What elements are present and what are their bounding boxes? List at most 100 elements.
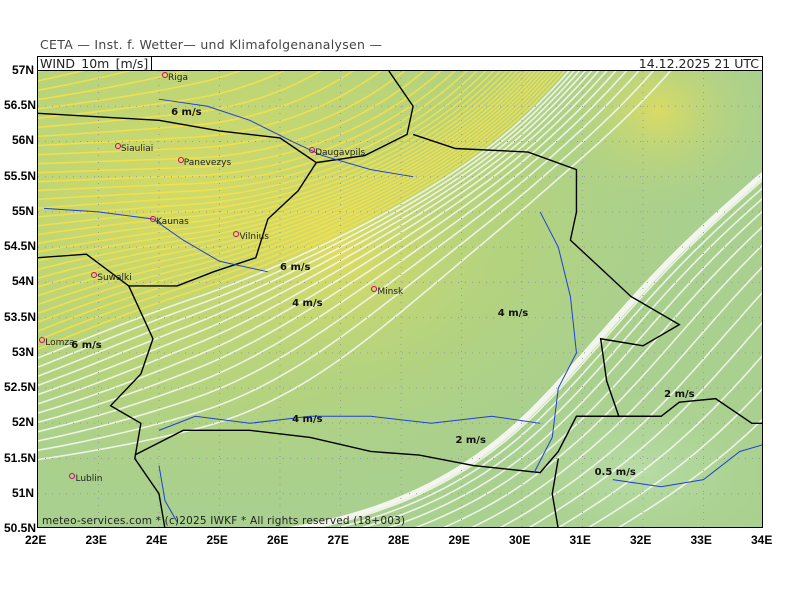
river	[158, 98, 414, 178]
wind-speed-label: 4 m/s	[292, 297, 323, 309]
streamline	[38, 71, 85, 82]
streamline	[38, 71, 533, 280]
streamline	[38, 71, 355, 138]
streamline	[414, 226, 762, 527]
streamline	[558, 355, 762, 527]
wind-speed-label: 2 m/s	[455, 434, 486, 446]
streamline	[38, 71, 545, 306]
streamline	[38, 71, 456, 183]
streamline	[38, 71, 514, 245]
city-marker	[309, 146, 316, 153]
calm-wind-zone	[458, 361, 762, 527]
country-border	[38, 162, 317, 287]
lon-tick-label: 29E	[448, 533, 470, 547]
lon-tick-label: 23E	[85, 533, 107, 547]
lon-tick-label: 26E	[267, 533, 289, 547]
map-canvas	[38, 71, 762, 527]
lat-tick-label: 52N	[11, 415, 34, 430]
lon-tick-label: 31E	[569, 533, 591, 547]
streamline	[38, 71, 442, 174]
streamline	[38, 71, 672, 461]
streamline	[38, 71, 561, 341]
city-label: Kaunas	[155, 216, 189, 227]
streamline	[38, 71, 566, 350]
streamline	[38, 71, 581, 378]
wind-speed-label: 0.5 m/s	[594, 466, 636, 478]
lat-tick-label: 50.5N	[4, 521, 37, 535]
streamline	[38, 71, 557, 332]
lat-tick-label: 51N	[11, 485, 34, 500]
country-border	[38, 71, 414, 164]
lon-tick-label: 25E	[206, 533, 228, 547]
streamline	[38, 71, 188, 101]
streamline	[38, 71, 600, 405]
river	[158, 415, 541, 431]
city-label: Lomza	[45, 338, 75, 349]
streamline	[38, 71, 406, 156]
city-label: Daugavpils	[315, 147, 366, 158]
city-label: Lublin	[75, 474, 103, 485]
streamline	[38, 71, 323, 129]
streamline	[38, 71, 571, 359]
city-marker	[149, 215, 156, 222]
city-label: Riga	[168, 72, 189, 83]
lon-tick-label: 30E	[509, 533, 531, 547]
streamline	[38, 71, 495, 218]
lon-tick-label: 22E	[25, 533, 47, 547]
streamline	[528, 321, 762, 527]
city-marker	[371, 286, 378, 293]
lat-tick-label: 53N	[11, 344, 34, 359]
streamline	[38, 71, 468, 192]
valid-time: 14.12.2025 21 UTC	[638, 56, 759, 71]
city-marker	[114, 143, 121, 150]
streamline	[38, 71, 502, 227]
wind-speed-label: 6 m/s	[171, 107, 202, 119]
streamline	[288, 171, 762, 527]
streamline	[38, 71, 426, 165]
streamline	[38, 71, 537, 288]
streamline	[337, 187, 762, 527]
variable-name: WIND_10m_[m/s]	[40, 56, 153, 71]
lon-tick-label: 27E	[327, 533, 349, 547]
city-marker	[39, 337, 46, 344]
lon-tick-label: 24E	[146, 533, 168, 547]
country-border	[551, 458, 559, 527]
lon-tick-label: 28E	[388, 533, 410, 547]
city-label: Vilnius	[239, 232, 269, 243]
lon-tick-label: 33E	[690, 533, 712, 547]
streamline	[38, 71, 519, 253]
streamline	[38, 71, 487, 210]
streamline	[307, 177, 762, 527]
copyright-text: meteo-services.com * (c)2025 IWKF * All …	[42, 515, 406, 527]
lat-tick-label: 56.5N	[4, 98, 37, 113]
city-marker	[69, 473, 76, 480]
streamline	[38, 71, 593, 396]
lat-tick-label: 52.5N	[4, 380, 37, 395]
lat-tick-label: 55.5N	[4, 168, 37, 183]
streamline	[38, 71, 524, 262]
streamline	[294, 173, 762, 527]
streamline	[38, 71, 553, 323]
streamline	[38, 71, 655, 452]
streamline	[38, 71, 541, 297]
streamline	[38, 71, 528, 271]
city-marker	[91, 272, 98, 279]
river	[44, 207, 269, 273]
city-label: Minsk	[377, 287, 404, 298]
country-border	[109, 285, 166, 527]
streamline	[38, 71, 608, 414]
city-marker	[177, 157, 184, 164]
lat-tick-label: 55N	[11, 203, 34, 218]
streamline	[38, 71, 479, 201]
lon-tick-label: 34E	[751, 533, 773, 547]
lat-tick-label: 54.5N	[4, 239, 37, 254]
country-border	[134, 415, 619, 474]
streamline	[315, 179, 762, 527]
river	[158, 465, 178, 523]
wind-speed-label: 6 m/s	[280, 262, 311, 274]
streamline	[38, 71, 549, 315]
city-label: Panevezys	[183, 158, 232, 169]
wind-map: Riga Siauliai Panevezys Daugavpils Kaunas Vil…	[37, 70, 763, 528]
streamline	[297, 174, 762, 527]
streamline	[38, 71, 285, 119]
